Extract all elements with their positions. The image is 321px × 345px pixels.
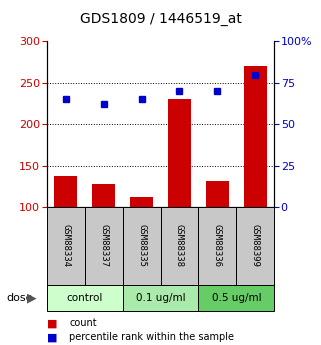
Bar [123, 285, 198, 310]
Text: ■: ■ [47, 318, 57, 328]
Bar [237, 207, 274, 285]
Text: GSM88337: GSM88337 [99, 224, 108, 267]
Text: 0.5 ug/ml: 0.5 ug/ml [212, 293, 261, 303]
Text: ▶: ▶ [27, 291, 37, 304]
Text: GDS1809 / 1446519_at: GDS1809 / 1446519_at [80, 12, 241, 26]
Text: count: count [69, 318, 97, 328]
Bar [92, 184, 115, 207]
Bar [160, 207, 198, 285]
Bar [168, 99, 191, 207]
Text: GSM88399: GSM88399 [251, 224, 260, 267]
Text: GSM88335: GSM88335 [137, 224, 146, 267]
Bar [244, 66, 267, 207]
Text: percentile rank within the sample: percentile rank within the sample [69, 333, 234, 342]
Text: GSM88338: GSM88338 [175, 224, 184, 267]
Text: control: control [66, 293, 103, 303]
Bar [47, 285, 123, 310]
Bar [54, 176, 77, 207]
Text: GSM88336: GSM88336 [213, 224, 222, 267]
Bar [84, 207, 123, 285]
Bar [198, 207, 237, 285]
Bar [198, 285, 274, 310]
Text: GSM88334: GSM88334 [61, 224, 70, 267]
Text: ■: ■ [47, 333, 57, 342]
Bar [47, 207, 84, 285]
Bar [123, 207, 160, 285]
Bar [130, 197, 153, 207]
Text: dose: dose [6, 293, 33, 303]
Text: 0.1 ug/ml: 0.1 ug/ml [136, 293, 185, 303]
Bar [206, 180, 229, 207]
